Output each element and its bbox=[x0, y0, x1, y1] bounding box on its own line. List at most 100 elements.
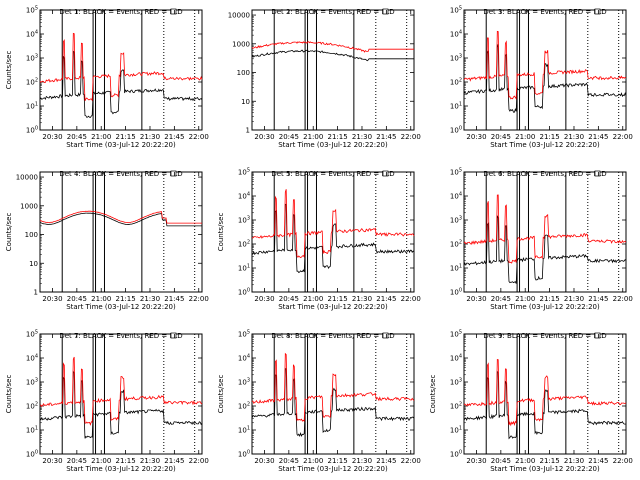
y-tick-label: 102 bbox=[26, 402, 38, 411]
series-lld-red bbox=[39, 356, 203, 426]
y-tick-label: 105 bbox=[450, 168, 462, 177]
x-tick-label: 21:00 bbox=[303, 295, 323, 303]
y-tick-label: 103 bbox=[450, 378, 462, 387]
x-tick-label: 20:45 bbox=[491, 457, 511, 465]
x-tick-label: 21:15 bbox=[116, 295, 136, 303]
x-tick-label: 21:30 bbox=[352, 295, 372, 303]
panel-det-6: Det 6: BLACK = Events, RED = LLD 100 101 10… bbox=[450, 168, 633, 312]
x-tick-label: 21:15 bbox=[328, 457, 348, 465]
series-lld-red bbox=[251, 352, 415, 422]
panel-title: Det 9: BLACK = Events, RED = LLD bbox=[483, 332, 606, 340]
x-tick-label: 21:30 bbox=[352, 457, 372, 465]
panel-det-1: Det 1: BLACK = Events, RED = LLD 100 101 10… bbox=[5, 6, 209, 150]
panel-title: Det 8: BLACK = Events, RED = LLD bbox=[271, 332, 394, 340]
series-events-black bbox=[39, 212, 202, 227]
series-lld-red bbox=[463, 194, 627, 264]
plot-frame bbox=[463, 333, 627, 455]
x-tick-label: 21:00 bbox=[91, 457, 111, 465]
y-tick-label: 104 bbox=[238, 354, 250, 363]
x-tick-label: 21:15 bbox=[328, 133, 348, 141]
plot-frame bbox=[251, 171, 415, 293]
x-tick-label: 21:30 bbox=[564, 133, 584, 141]
y-tick-label: 103 bbox=[238, 378, 250, 387]
x-tick-label: 21:15 bbox=[328, 295, 348, 303]
y-tick-label: 102 bbox=[450, 402, 462, 411]
series-lld-red bbox=[251, 41, 414, 53]
x-tick-label: 21:45 bbox=[376, 295, 396, 303]
x-axis-label: Start Time (03-Jul-12 20:22:20) bbox=[66, 465, 176, 473]
x-tick-label: 21:30 bbox=[140, 295, 160, 303]
x-tick-label: 21:15 bbox=[540, 295, 560, 303]
panel-title: Det 3: BLACK = Events, RED = LLD bbox=[483, 8, 606, 16]
x-tick-label: 21:45 bbox=[164, 133, 184, 141]
series-lld-red bbox=[463, 30, 627, 100]
x-axis-label: Start Time (03-Jul-12 20:22:20) bbox=[278, 465, 388, 473]
x-tick-label: 21:45 bbox=[588, 457, 608, 465]
plot-frame bbox=[39, 333, 203, 455]
x-tick-label: 20:30 bbox=[42, 457, 62, 465]
y-tick-label: 100 bbox=[25, 231, 38, 239]
y-tick-label: 1 bbox=[34, 289, 38, 297]
y-tick-label: 1000 bbox=[20, 202, 38, 210]
x-tick-label: 21:30 bbox=[140, 457, 160, 465]
x-tick-label: 20:45 bbox=[67, 457, 87, 465]
x-tick-label: 22:00 bbox=[189, 457, 209, 465]
y-tick-label: 103 bbox=[450, 216, 462, 225]
x-tick-label: 20:30 bbox=[466, 457, 486, 465]
y-tick-label: 100 bbox=[450, 288, 462, 297]
panel-det-3: Det 3: BLACK = Events, RED = LLD 100 101 10… bbox=[450, 6, 633, 150]
x-tick-label: 20:30 bbox=[42, 133, 62, 141]
x-tick-label: 21:15 bbox=[540, 133, 560, 141]
series-events-black bbox=[251, 203, 415, 274]
title-box-marker bbox=[382, 170, 389, 177]
y-tick-label: 104 bbox=[26, 30, 38, 39]
y-axis-label: Counts/sec bbox=[217, 213, 225, 252]
y-tick-label: 104 bbox=[450, 30, 462, 39]
x-axis-label: Start Time (03-Jul-12 20:22:20) bbox=[490, 303, 600, 311]
y-tick-label: 101 bbox=[238, 264, 250, 273]
panel-det-8: Det 8: BLACK = Events, RED = LLD 100 101 10… bbox=[217, 330, 421, 474]
y-tick-label: 105 bbox=[26, 6, 38, 15]
plot-frame bbox=[251, 9, 415, 131]
panel-det-4: Det 4: BLACK = Events, RED = LLD 1 10 100 10… bbox=[5, 170, 209, 311]
y-tick-label: 1 bbox=[246, 127, 250, 135]
plot-frame bbox=[39, 171, 203, 293]
x-tick-label: 21:30 bbox=[564, 457, 584, 465]
y-tick-label: 103 bbox=[450, 54, 462, 63]
y-axis-label: Counts/sec bbox=[5, 51, 13, 90]
x-tick-label: 21:00 bbox=[515, 457, 535, 465]
y-tick-label: 105 bbox=[450, 6, 462, 15]
title-box-marker bbox=[170, 170, 177, 177]
x-tick-label: 21:45 bbox=[376, 457, 396, 465]
x-tick-label: 22:00 bbox=[401, 133, 421, 141]
y-tick-label: 103 bbox=[26, 54, 38, 63]
panel-title: Det 1: BLACK = Events, RED = LLD bbox=[59, 8, 182, 16]
plot-frame bbox=[39, 9, 203, 131]
x-tick-label: 21:45 bbox=[588, 133, 608, 141]
title-box-marker bbox=[594, 170, 601, 177]
panel-det-9: Det 9: BLACK = Events, RED = LLD 100 101 10… bbox=[429, 330, 633, 474]
series-lld-red bbox=[463, 359, 627, 427]
plot-frame bbox=[463, 9, 627, 131]
x-tick-label: 21:15 bbox=[540, 457, 560, 465]
y-tick-label: 105 bbox=[238, 330, 250, 339]
x-tick-label: 22:00 bbox=[401, 295, 421, 303]
y-tick-label: 102 bbox=[26, 78, 38, 87]
x-tick-label: 20:45 bbox=[279, 295, 299, 303]
y-tick-label: 104 bbox=[450, 192, 462, 201]
x-tick-label: 21:00 bbox=[515, 295, 535, 303]
plot-frame bbox=[251, 333, 415, 455]
y-tick-label: 105 bbox=[450, 330, 462, 339]
x-tick-label: 21:00 bbox=[303, 457, 323, 465]
x-tick-label: 21:45 bbox=[164, 457, 184, 465]
series-lld-red bbox=[39, 210, 202, 224]
x-axis-label: Start Time (03-Jul-12 20:22:20) bbox=[490, 141, 600, 149]
y-axis-label: Counts/sec bbox=[429, 375, 437, 414]
panel-title: Det 4: BLACK = Events, RED = LLD bbox=[59, 170, 182, 178]
panel-title: Det 2: BLACK = Events, RED = LLD bbox=[271, 8, 394, 16]
y-axis-label: Counts/sec bbox=[5, 213, 13, 252]
x-tick-label: 20:45 bbox=[67, 133, 87, 141]
title-box-marker bbox=[594, 332, 601, 339]
y-tick-label: 101 bbox=[26, 426, 38, 435]
y-tick-label: 101 bbox=[450, 426, 462, 435]
